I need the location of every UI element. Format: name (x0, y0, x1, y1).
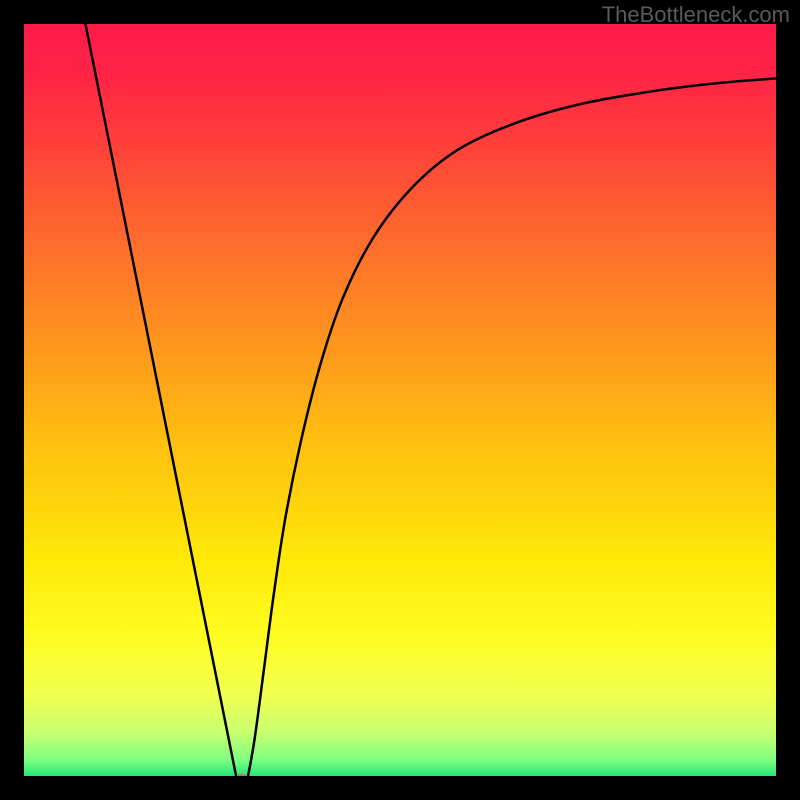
chart-container: TheBottleneck.com (0, 0, 800, 800)
gradient-background (24, 24, 792, 786)
watermark-text: TheBottleneck.com (602, 2, 790, 28)
bottleneck-chart (0, 0, 800, 800)
